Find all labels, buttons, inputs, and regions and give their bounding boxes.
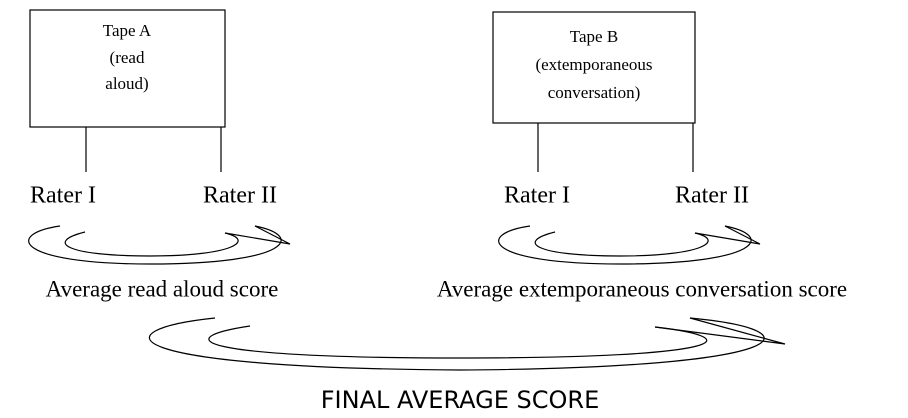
tape-a-box — [29, 9, 226, 128]
final-label: FINAL AVERAGE SCORE — [321, 386, 600, 414]
final-loop-arrow — [148, 317, 786, 371]
average-label: Average read aloud score — [46, 276, 279, 301]
tape-b-box — [492, 11, 696, 124]
loop-arrow — [498, 225, 761, 265]
node-label: (extemporaneous — [535, 55, 652, 74]
node-label: aloud) — [105, 74, 148, 93]
node-label: Tape B — [570, 27, 618, 46]
rater-label: Rater I — [30, 183, 96, 209]
loop-arrow — [28, 225, 291, 265]
rater-label: Rater I — [504, 183, 570, 209]
node-label: Tape A — [103, 21, 152, 40]
rater-label: Rater II — [675, 183, 749, 209]
node-label: conversation) — [548, 83, 641, 102]
node-label: (read — [110, 48, 145, 67]
rater-label: Rater II — [203, 183, 277, 209]
average-label: Average extemporaneous conversation scor… — [437, 276, 847, 301]
